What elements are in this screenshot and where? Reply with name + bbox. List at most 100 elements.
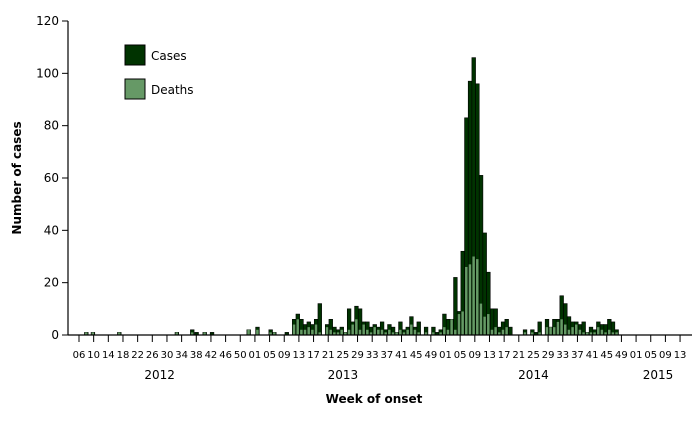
x-tick-label: 49 [615,350,628,361]
bar-deaths [578,329,582,335]
bar-deaths [549,327,552,335]
y-tick-label: 100 [36,66,59,80]
y-tick-label: 120 [36,14,59,28]
x-tick-label: 10 [87,350,100,361]
bar-deaths [399,329,402,335]
bar-deaths [498,332,501,335]
bar-deaths [380,329,384,335]
x-tick-label: 17 [307,350,320,361]
bar-deaths [446,329,450,335]
bar-deaths [501,329,505,335]
legend-swatch-cases [124,44,146,66]
x-tick-label: 13 [293,350,306,361]
bar-deaths [410,324,413,335]
bar-deaths [292,324,296,335]
bar-deaths [476,259,479,335]
x-tick-label: 01 [249,350,262,361]
y-axis-title: Number of cases [10,121,24,234]
bar-deaths [355,319,358,335]
y-tick-label: 20 [44,276,59,290]
bar-deaths [366,329,369,335]
bar-deaths [538,332,541,335]
bar-deaths [247,329,250,335]
bar-deaths [325,327,329,335]
bar-deaths [439,332,442,335]
bar-deaths [351,324,354,335]
bar-deaths [369,332,373,335]
x-tick-label: 46 [219,350,232,361]
x-tick-label: 30 [161,350,174,361]
x-tick-label: 37 [380,350,393,361]
x-tick-label: 09 [659,350,672,361]
bar-deaths [607,329,611,335]
x-tick-label: 45 [410,350,423,361]
bar-deaths [333,332,336,335]
bar-deaths [531,332,534,335]
bar-deaths [472,256,475,335]
y-tick-label: 40 [44,223,59,237]
bar-deaths [413,329,417,335]
bar-deaths [593,332,596,335]
bar-deaths [377,329,380,335]
x-tick-label: 09 [468,350,481,361]
x-tick-label: 45 [600,350,613,361]
year-label: 2015 [643,368,674,382]
legend-label-cases: Cases [151,49,187,63]
bar-deaths [571,327,574,335]
bar-deaths [300,329,303,335]
x-tick-label: 06 [73,350,86,361]
bar-deaths [461,311,464,335]
year-label: 2013 [328,368,359,382]
x-tick-label: 37 [571,350,584,361]
y-tick-label: 60 [44,171,59,185]
bar-deaths [479,303,483,335]
bar-deaths [611,332,615,335]
bar-deaths [391,332,395,335]
x-tick-label: 05 [263,350,276,361]
bar-deaths [600,329,604,335]
bar-deaths [117,332,121,335]
bar-deaths [336,332,340,335]
bar-deaths [307,327,310,335]
bar-deaths [454,329,457,335]
x-tick-label: 50 [234,350,247,361]
bar-deaths [523,332,527,335]
bar-deaths [604,332,607,335]
x-tick-label: 42 [205,350,218,361]
bar-deaths [203,332,206,335]
bar-deaths [85,332,88,335]
x-tick-label: 05 [644,350,657,361]
x-tick-label: 29 [351,350,364,361]
bar-deaths [273,332,276,335]
bar-deaths [384,332,387,335]
bar-deaths [190,332,194,335]
x-tick-label: 25 [527,350,540,361]
x-tick-label: 49 [424,350,437,361]
bar-deaths [362,324,365,335]
x-tick-label: 01 [630,350,643,361]
bar-deaths [318,332,321,335]
x-tick-label: 33 [556,350,569,361]
bar-deaths [344,332,347,335]
x-axis-title: Week of onset [326,392,423,406]
x-tick-label: 41 [395,350,408,361]
year-label: 2012 [144,368,175,382]
bar-deaths [311,329,314,335]
bar-cases [317,303,322,336]
bar-deaths [296,319,299,335]
bar-deaths [269,332,272,335]
bar-deaths [556,321,560,335]
bar-deaths [395,332,398,335]
bar-deaths [575,324,578,335]
x-tick-label: 22 [131,350,144,361]
x-tick-label: 05 [454,350,467,361]
x-tick-label: 38 [190,350,203,361]
bar-deaths [589,332,593,335]
bar-deaths [582,332,585,335]
bar-deaths [347,329,351,335]
bar-deaths [560,319,563,335]
bar-deaths [443,327,446,335]
bar-deaths [597,327,600,335]
bar-deaths [483,316,486,335]
